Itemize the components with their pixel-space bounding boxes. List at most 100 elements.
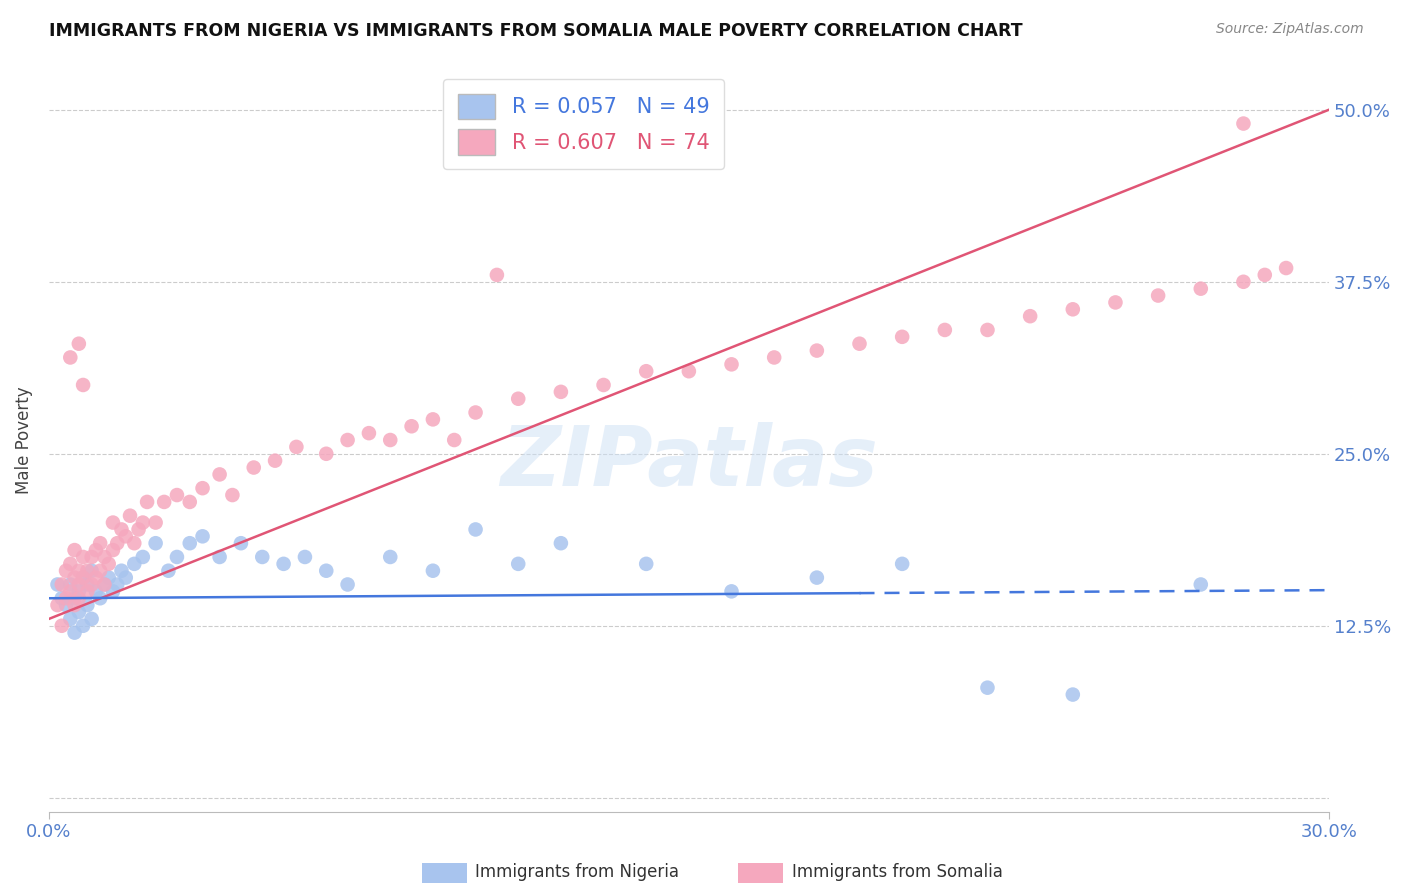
Point <box>179 536 201 550</box>
Point <box>380 549 402 564</box>
Point <box>1147 288 1170 302</box>
Point <box>976 681 998 695</box>
Point <box>636 364 658 378</box>
Point <box>55 598 77 612</box>
Point <box>59 577 82 591</box>
Point <box>336 433 359 447</box>
Point <box>191 481 214 495</box>
Point <box>422 412 444 426</box>
Point <box>1104 295 1126 310</box>
Point <box>84 584 107 599</box>
Point <box>191 529 214 543</box>
Point <box>63 571 86 585</box>
Point <box>1062 302 1084 317</box>
Point <box>720 584 742 599</box>
Point <box>485 268 508 282</box>
Point <box>51 591 73 606</box>
Text: IMMIGRANTS FROM NIGERIA VS IMMIGRANTS FROM SOMALIA MALE POVERTY CORRELATION CHAR: IMMIGRANTS FROM NIGERIA VS IMMIGRANTS FR… <box>49 22 1022 40</box>
Point <box>63 591 86 606</box>
Point <box>380 433 402 447</box>
Text: Immigrants from Somalia: Immigrants from Somalia <box>792 863 1002 881</box>
Point <box>76 577 98 591</box>
Point <box>51 577 73 591</box>
Point <box>84 543 107 558</box>
Legend: R = 0.057   N = 49, R = 0.607   N = 74: R = 0.057 N = 49, R = 0.607 N = 74 <box>443 78 724 169</box>
Point <box>166 549 188 564</box>
Text: ZIPatlas: ZIPatlas <box>501 422 877 503</box>
Point <box>80 612 103 626</box>
Point <box>67 564 90 578</box>
Point <box>934 323 956 337</box>
Point <box>208 467 231 482</box>
Point <box>891 557 914 571</box>
Text: Immigrants from Nigeria: Immigrants from Nigeria <box>475 863 679 881</box>
Point <box>89 536 111 550</box>
Point <box>132 549 155 564</box>
Point <box>229 536 252 550</box>
Point <box>136 495 159 509</box>
Point <box>285 440 308 454</box>
Point <box>72 549 94 564</box>
Point <box>118 508 141 523</box>
Point <box>76 584 98 599</box>
Point <box>59 612 82 626</box>
Point <box>97 557 120 571</box>
Point <box>93 577 115 591</box>
Point <box>208 549 231 564</box>
Point <box>124 536 146 550</box>
Point <box>72 571 94 585</box>
Point <box>315 447 337 461</box>
Point <box>145 536 167 550</box>
Point <box>145 516 167 530</box>
Point <box>1189 577 1212 591</box>
Point <box>59 557 82 571</box>
Point <box>252 549 274 564</box>
Point <box>1062 688 1084 702</box>
Point <box>59 351 82 365</box>
Point <box>550 384 572 399</box>
Point <box>720 357 742 371</box>
Point <box>63 625 86 640</box>
Point <box>93 549 115 564</box>
Point <box>550 536 572 550</box>
Point <box>763 351 786 365</box>
Point <box>264 453 287 467</box>
Point <box>80 577 103 591</box>
Point <box>1232 275 1254 289</box>
Point <box>63 543 86 558</box>
Point <box>1254 268 1277 282</box>
Point <box>67 336 90 351</box>
Y-axis label: Male Poverty: Male Poverty <box>15 386 32 494</box>
Point <box>848 336 870 351</box>
Point <box>128 523 150 537</box>
Point <box>464 405 486 419</box>
Point <box>51 619 73 633</box>
Point <box>636 557 658 571</box>
Point <box>508 392 530 406</box>
Point <box>315 564 337 578</box>
Point <box>157 564 180 578</box>
Point <box>464 523 486 537</box>
Point <box>105 577 128 591</box>
Point <box>242 460 264 475</box>
Point <box>294 549 316 564</box>
Point <box>891 330 914 344</box>
Point <box>55 564 77 578</box>
Point <box>806 343 828 358</box>
Point <box>76 598 98 612</box>
Point <box>114 571 136 585</box>
Text: Source: ZipAtlas.com: Source: ZipAtlas.com <box>1216 22 1364 37</box>
Point <box>67 584 90 599</box>
Point <box>336 577 359 591</box>
Point <box>153 495 176 509</box>
Point <box>124 557 146 571</box>
Point <box>59 584 82 599</box>
Point <box>166 488 188 502</box>
Point <box>1232 117 1254 131</box>
Point <box>93 577 115 591</box>
Point <box>110 523 132 537</box>
Point <box>422 564 444 578</box>
Point <box>357 426 380 441</box>
Point <box>976 323 998 337</box>
Point <box>273 557 295 571</box>
